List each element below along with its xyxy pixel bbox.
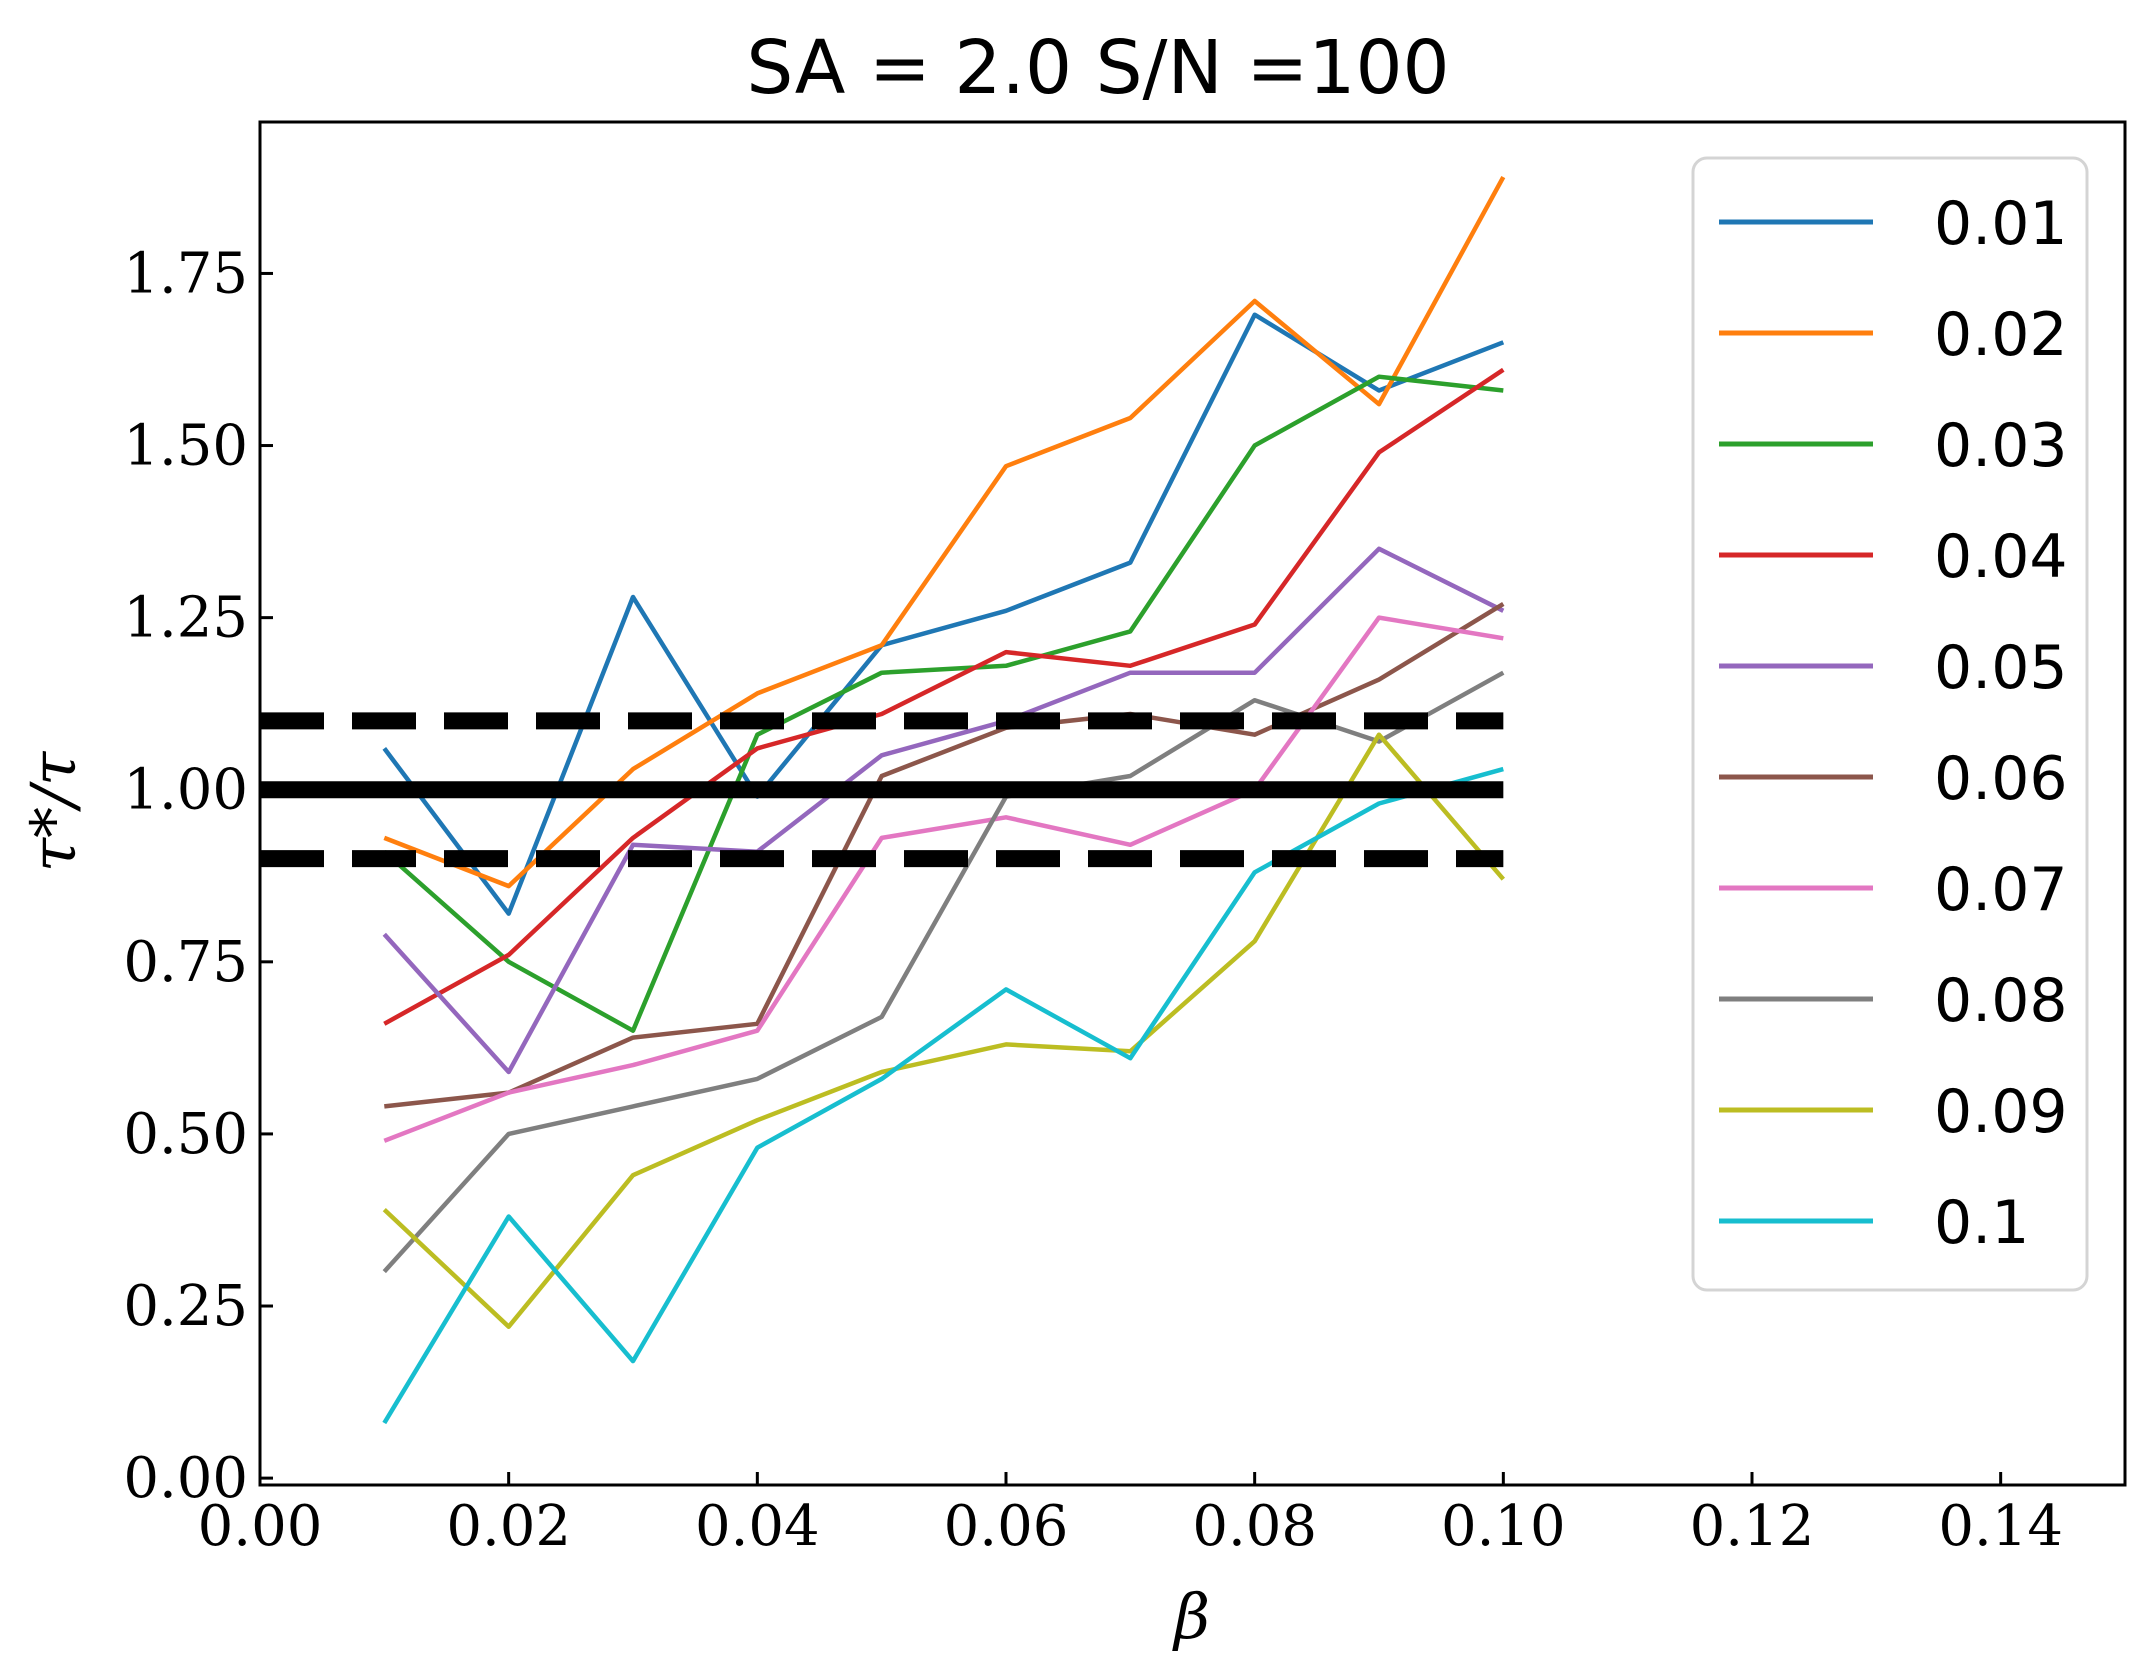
x-tick-label: 0.08 (1192, 1494, 1317, 1559)
plot-frame (258, 120, 2127, 1487)
legend-box (1691, 156, 2089, 1292)
series-line-0.07 (383, 615, 1504, 1143)
x-tick-label: 0.02 (446, 1494, 571, 1559)
y-tick-label: 0.50 (123, 1102, 248, 1167)
legend-label-0.09: 0.09 (1934, 1077, 2068, 1147)
x-axis: 0.00 0.02 0.04 0.06 0.08 0.10 0.12 0.14 (198, 1472, 2063, 1559)
legend: 0.01 0.02 0.03 0.04 0.05 0.06 0.07 0.08 0.09 0.1 (1691, 156, 2089, 1292)
x-tick-label: 0.12 (1690, 1494, 1815, 1559)
y-tick-label: 1.00 (123, 758, 248, 823)
plot-area (260, 176, 1506, 1425)
series-line-0.08 (382, 670, 1505, 1274)
x-tick-label: 0.06 (944, 1494, 1069, 1559)
x-tick-label: 0.14 (1938, 1494, 2063, 1559)
y-axis-label: τ*/τ (17, 750, 90, 872)
series-line-0.01 (382, 312, 1505, 916)
y-tick-label: 1.25 (123, 586, 248, 651)
x-tick-label: 0.04 (695, 1494, 820, 1559)
y-tick-label: 0.00 (123, 1446, 248, 1511)
legend-label-0.1: 0.1 (1934, 1188, 2029, 1258)
y-tick-label: 0.25 (123, 1274, 248, 1339)
series-line-0.05 (382, 546, 1505, 1075)
series-line-0.03 (382, 374, 1504, 1033)
legend-label-0.04: 0.04 (1934, 522, 2068, 592)
legend-label-0.08: 0.08 (1934, 966, 2068, 1036)
legend-label-0.05: 0.05 (1934, 633, 2068, 703)
y-axis: 0.00 0.25 0.50 0.75 1.00 1.25 1.50 1.75 (123, 241, 273, 1511)
legend-label-0.06: 0.06 (1934, 744, 2068, 814)
series-line-0.02 (383, 176, 1506, 889)
series-line-0.1 (382, 766, 1504, 1425)
series-line-0.09 (382, 732, 1506, 1329)
y-tick-label: 1.75 (123, 241, 248, 306)
x-tick-label: 0.00 (198, 1494, 323, 1559)
series-line-0.04 (383, 367, 1505, 1026)
y-tick-label: 1.50 (123, 414, 248, 479)
x-axis-label: β (1172, 1580, 1210, 1653)
x-tick-label: 0.10 (1441, 1494, 1566, 1559)
legend-label-0.07: 0.07 (1934, 855, 2068, 925)
chart-title: SA = 2.0 S/N =100 (746, 25, 1449, 111)
legend-items: 0.01 0.02 0.03 0.04 0.05 0.06 0.07 0.08 0.09 0.1 (1719, 189, 2068, 1258)
legend-label-0.03: 0.03 (1934, 411, 2068, 481)
y-tick-label: 0.75 (123, 930, 248, 995)
legend-label-0.02: 0.02 (1934, 300, 2068, 370)
legend-label-0.01: 0.01 (1934, 189, 2068, 259)
